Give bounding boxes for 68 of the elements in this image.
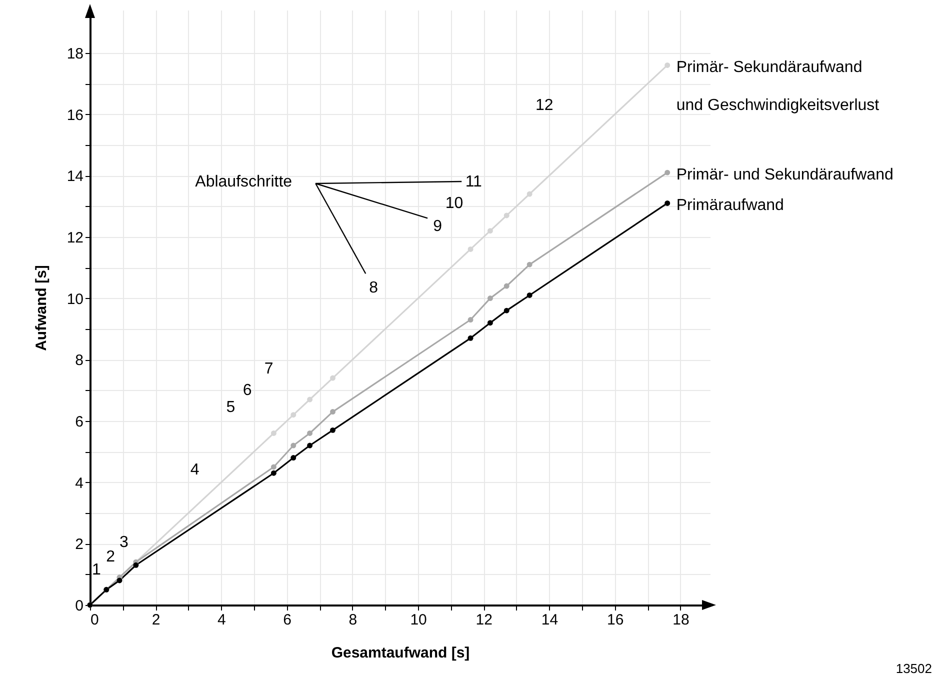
point xyxy=(526,262,532,268)
x-tick-label: 4 xyxy=(218,612,226,628)
point xyxy=(116,578,122,584)
text: 13502 xyxy=(896,661,932,676)
x-tick-label: 12 xyxy=(476,612,492,628)
annotation: 9 xyxy=(433,218,442,236)
y-axis-title: Aufwand [s] xyxy=(32,265,50,351)
y-tick-label: 10 xyxy=(66,290,84,308)
y-tick-label: 12 xyxy=(66,229,84,246)
x-tick-label: 2 xyxy=(152,612,160,628)
annotation: 10 xyxy=(445,194,464,212)
x-tick-label: 6 xyxy=(283,612,292,628)
point xyxy=(270,470,276,476)
annotation: 3 xyxy=(119,534,128,552)
point xyxy=(330,427,336,433)
y-tick-label: 8 xyxy=(75,352,84,370)
x-tick-label: 8 xyxy=(348,612,358,628)
y-tick-label: 4 xyxy=(75,474,84,492)
x-tick-label: 16 xyxy=(607,612,624,628)
annotation: 5 xyxy=(226,399,236,416)
point xyxy=(664,170,670,176)
annotation: 1 xyxy=(92,562,101,579)
point xyxy=(468,335,474,341)
point xyxy=(504,283,510,289)
series-label: Primäraufwand xyxy=(676,197,784,214)
point xyxy=(290,442,296,448)
annotation: 8 xyxy=(369,280,378,297)
point xyxy=(270,464,276,470)
annotation: 11 xyxy=(465,173,482,190)
annotation: 7 xyxy=(264,360,274,378)
point xyxy=(487,296,493,302)
point xyxy=(133,562,139,568)
x-tick-label: 14 xyxy=(541,612,558,628)
annotation: Ablaufschritte xyxy=(195,173,292,190)
point xyxy=(290,412,296,418)
point xyxy=(330,375,336,381)
x-tick-label: 10 xyxy=(410,612,427,628)
y-tick-label: 2 xyxy=(75,536,84,554)
point xyxy=(290,455,296,461)
point xyxy=(526,191,532,197)
x-axis-title: Gesamtaufwand [s] xyxy=(331,644,470,662)
point xyxy=(330,409,336,415)
point xyxy=(664,62,670,68)
y-tick-label: 0 xyxy=(75,598,84,614)
point xyxy=(487,228,493,234)
y-tick-label: 18 xyxy=(66,45,84,62)
point xyxy=(504,308,510,314)
annotation: 2 xyxy=(106,548,116,566)
annotation: 12 xyxy=(535,97,554,114)
point xyxy=(526,292,532,298)
point xyxy=(307,430,313,436)
point xyxy=(307,442,313,448)
point xyxy=(504,212,510,218)
point xyxy=(468,246,474,252)
point xyxy=(487,320,493,326)
annotation: 4 xyxy=(190,462,200,479)
point xyxy=(664,200,670,206)
x-tick-label: 18 xyxy=(672,612,690,628)
x-tick-label: 0 xyxy=(90,612,99,628)
y-tick-label: 14 xyxy=(66,168,84,186)
y-tick-label: 6 xyxy=(75,413,84,430)
series-label: Primär- und Sekundäraufwand xyxy=(676,166,894,184)
point xyxy=(307,396,313,402)
y-tick-label: 16 xyxy=(66,106,84,124)
point xyxy=(270,430,276,436)
annotation: 6 xyxy=(242,382,252,399)
text: Primär- Sekundäraufwand und Geschwindigkeitsverlust xyxy=(676,59,880,114)
point xyxy=(468,317,474,322)
